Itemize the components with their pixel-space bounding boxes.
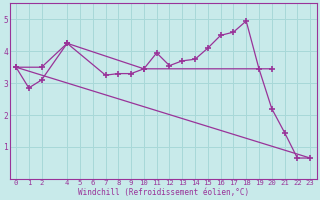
X-axis label: Windchill (Refroidissement éolien,°C): Windchill (Refroidissement éolien,°C) (77, 188, 249, 197)
